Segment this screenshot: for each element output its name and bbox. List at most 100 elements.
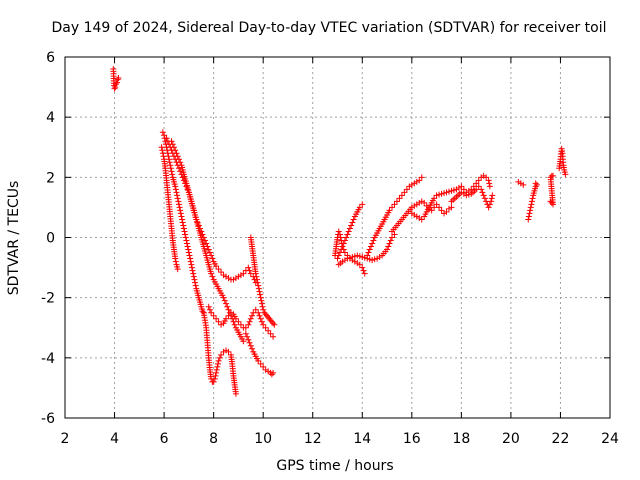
data-point bbox=[245, 264, 252, 271]
data-point bbox=[360, 267, 367, 274]
data-point bbox=[256, 288, 263, 295]
data-point bbox=[161, 132, 168, 139]
data-point bbox=[348, 222, 355, 229]
data-point bbox=[359, 264, 366, 271]
data-point bbox=[245, 336, 252, 343]
data-point bbox=[215, 318, 222, 325]
data-point bbox=[199, 231, 206, 238]
data-point bbox=[232, 390, 239, 397]
data-point bbox=[188, 264, 195, 271]
data-point bbox=[258, 300, 265, 307]
data-point bbox=[190, 273, 197, 280]
x-axis-label: GPS time / hours bbox=[276, 458, 393, 474]
data-point bbox=[206, 306, 213, 313]
x-tick-label: 14 bbox=[353, 431, 371, 447]
data-point bbox=[191, 276, 198, 283]
x-tick-label: 4 bbox=[110, 431, 119, 447]
data-point bbox=[403, 186, 410, 193]
data-point bbox=[416, 177, 423, 184]
data-point bbox=[181, 228, 188, 235]
data-point bbox=[258, 318, 265, 325]
data-point bbox=[270, 369, 277, 376]
data-point bbox=[335, 228, 342, 235]
y-tick-labels: -6 -4 -2 0 2 4 6 bbox=[41, 50, 55, 427]
data-point bbox=[244, 333, 251, 340]
data-point bbox=[242, 330, 249, 337]
y-tick-label: -4 bbox=[41, 351, 55, 367]
data-point bbox=[255, 357, 262, 364]
data-point bbox=[172, 255, 179, 262]
data-point bbox=[176, 204, 183, 211]
data-point bbox=[443, 208, 450, 215]
data-point bbox=[214, 360, 221, 367]
data-point bbox=[198, 228, 205, 235]
data-point bbox=[257, 315, 264, 322]
data-points-layer bbox=[110, 66, 569, 397]
data-point bbox=[389, 204, 395, 211]
data-point bbox=[237, 321, 244, 328]
data-point bbox=[489, 192, 496, 199]
data-point bbox=[550, 172, 557, 179]
data-point bbox=[256, 312, 263, 319]
data-point bbox=[210, 378, 217, 385]
data-point bbox=[396, 195, 403, 202]
data-point bbox=[265, 327, 272, 334]
data-point bbox=[218, 269, 225, 276]
data-point bbox=[183, 237, 190, 244]
data-point bbox=[240, 338, 247, 345]
x-tick-label: 24 bbox=[601, 431, 619, 447]
data-point bbox=[213, 315, 220, 322]
data-point bbox=[448, 204, 455, 211]
data-point bbox=[257, 291, 264, 298]
data-point bbox=[179, 216, 186, 223]
data-point bbox=[384, 246, 391, 253]
data-point bbox=[218, 351, 225, 358]
data-point bbox=[209, 273, 216, 280]
data-point bbox=[365, 249, 372, 256]
data-point bbox=[225, 306, 232, 313]
data-point bbox=[267, 330, 274, 337]
data-point bbox=[548, 199, 555, 206]
data-point bbox=[418, 174, 425, 181]
data-point bbox=[253, 273, 260, 280]
data-point bbox=[169, 141, 176, 148]
data-point bbox=[387, 237, 394, 244]
y-tick-label: 6 bbox=[46, 50, 55, 66]
data-point bbox=[200, 234, 207, 241]
data-point bbox=[177, 210, 184, 217]
data-point bbox=[528, 198, 535, 205]
data-point bbox=[242, 324, 249, 331]
data-point bbox=[526, 210, 533, 217]
data-point bbox=[520, 181, 527, 188]
data-point bbox=[393, 198, 400, 205]
data-point bbox=[475, 183, 482, 190]
data-point bbox=[216, 354, 223, 361]
grid-layer bbox=[65, 57, 610, 418]
data-point bbox=[247, 342, 254, 349]
data-point bbox=[255, 285, 262, 292]
data-point bbox=[175, 198, 182, 205]
y-tick-label: -6 bbox=[41, 411, 55, 427]
data-point bbox=[385, 243, 392, 250]
data-point bbox=[337, 234, 344, 241]
data-point bbox=[188, 261, 195, 268]
data-point bbox=[367, 243, 374, 250]
data-point bbox=[525, 213, 532, 220]
data-point bbox=[260, 321, 267, 328]
data-point bbox=[224, 303, 231, 310]
data-point bbox=[262, 324, 269, 331]
data-point bbox=[479, 189, 486, 196]
data-point bbox=[184, 240, 191, 247]
data-point bbox=[172, 183, 179, 190]
data-point bbox=[206, 249, 213, 256]
data-point bbox=[486, 183, 493, 190]
data-point bbox=[194, 219, 201, 226]
data-point bbox=[189, 267, 196, 274]
data-point bbox=[252, 306, 259, 313]
data-point bbox=[529, 195, 536, 202]
data-point bbox=[186, 252, 193, 259]
data-point bbox=[187, 255, 194, 262]
data-point bbox=[182, 234, 189, 241]
data-point bbox=[185, 249, 192, 256]
data-point bbox=[168, 168, 175, 175]
